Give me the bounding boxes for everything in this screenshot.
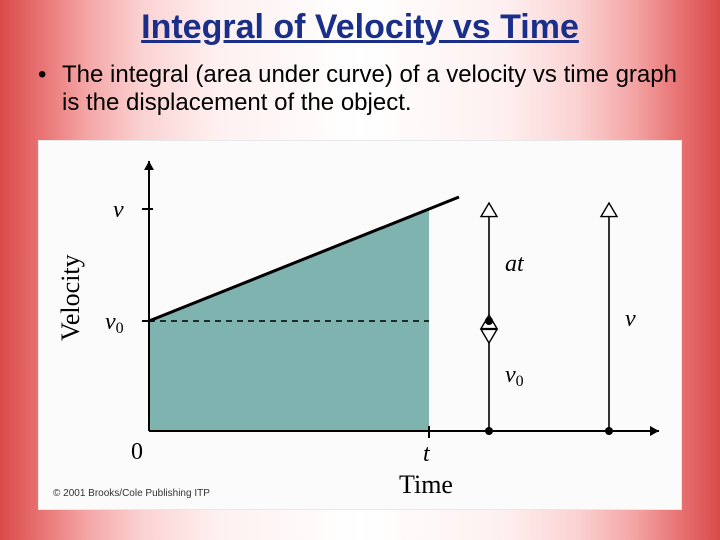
bullet-dot: •	[34, 61, 62, 89]
y-axis-title: Velocity	[56, 254, 85, 341]
x-axis-arrow-icon	[650, 426, 659, 436]
measure-bar-dot-1	[605, 427, 613, 435]
velocity-time-svg: 0 v v0 t Velocity Time v0 at v	[39, 141, 683, 511]
bullet-item: • The integral (area under curve) of a v…	[34, 61, 686, 118]
measure-label: at	[505, 251, 525, 277]
bullet-text: The integral (area under curve) of a vel…	[62, 61, 686, 118]
copyright-text: © 2001 Brooks/Cole Publishing ITP	[53, 488, 210, 499]
measure-label: v0	[505, 362, 524, 390]
measure-label: v	[625, 306, 636, 332]
x-tick-label-t: t	[423, 441, 431, 467]
origin-label: 0	[131, 439, 143, 465]
velocity-time-figure: 0 v v0 t Velocity Time v0 at v © 2001 Brooks/Col…	[38, 140, 682, 510]
page-title: Integral of Velocity vs Time	[0, 0, 720, 47]
up-triangle-icon	[481, 203, 497, 217]
measure-mid-dot	[485, 317, 493, 325]
down-triangle-icon	[481, 329, 497, 343]
up-triangle-icon	[601, 203, 617, 217]
measure-bar-dot-0	[485, 427, 493, 435]
area-under-curve	[149, 209, 429, 431]
y-tick-label-v0: v0	[105, 309, 124, 337]
y-tick-label-v: v	[113, 197, 124, 223]
x-axis-title: Time	[399, 470, 453, 499]
y-axis-arrow-icon	[144, 161, 154, 170]
